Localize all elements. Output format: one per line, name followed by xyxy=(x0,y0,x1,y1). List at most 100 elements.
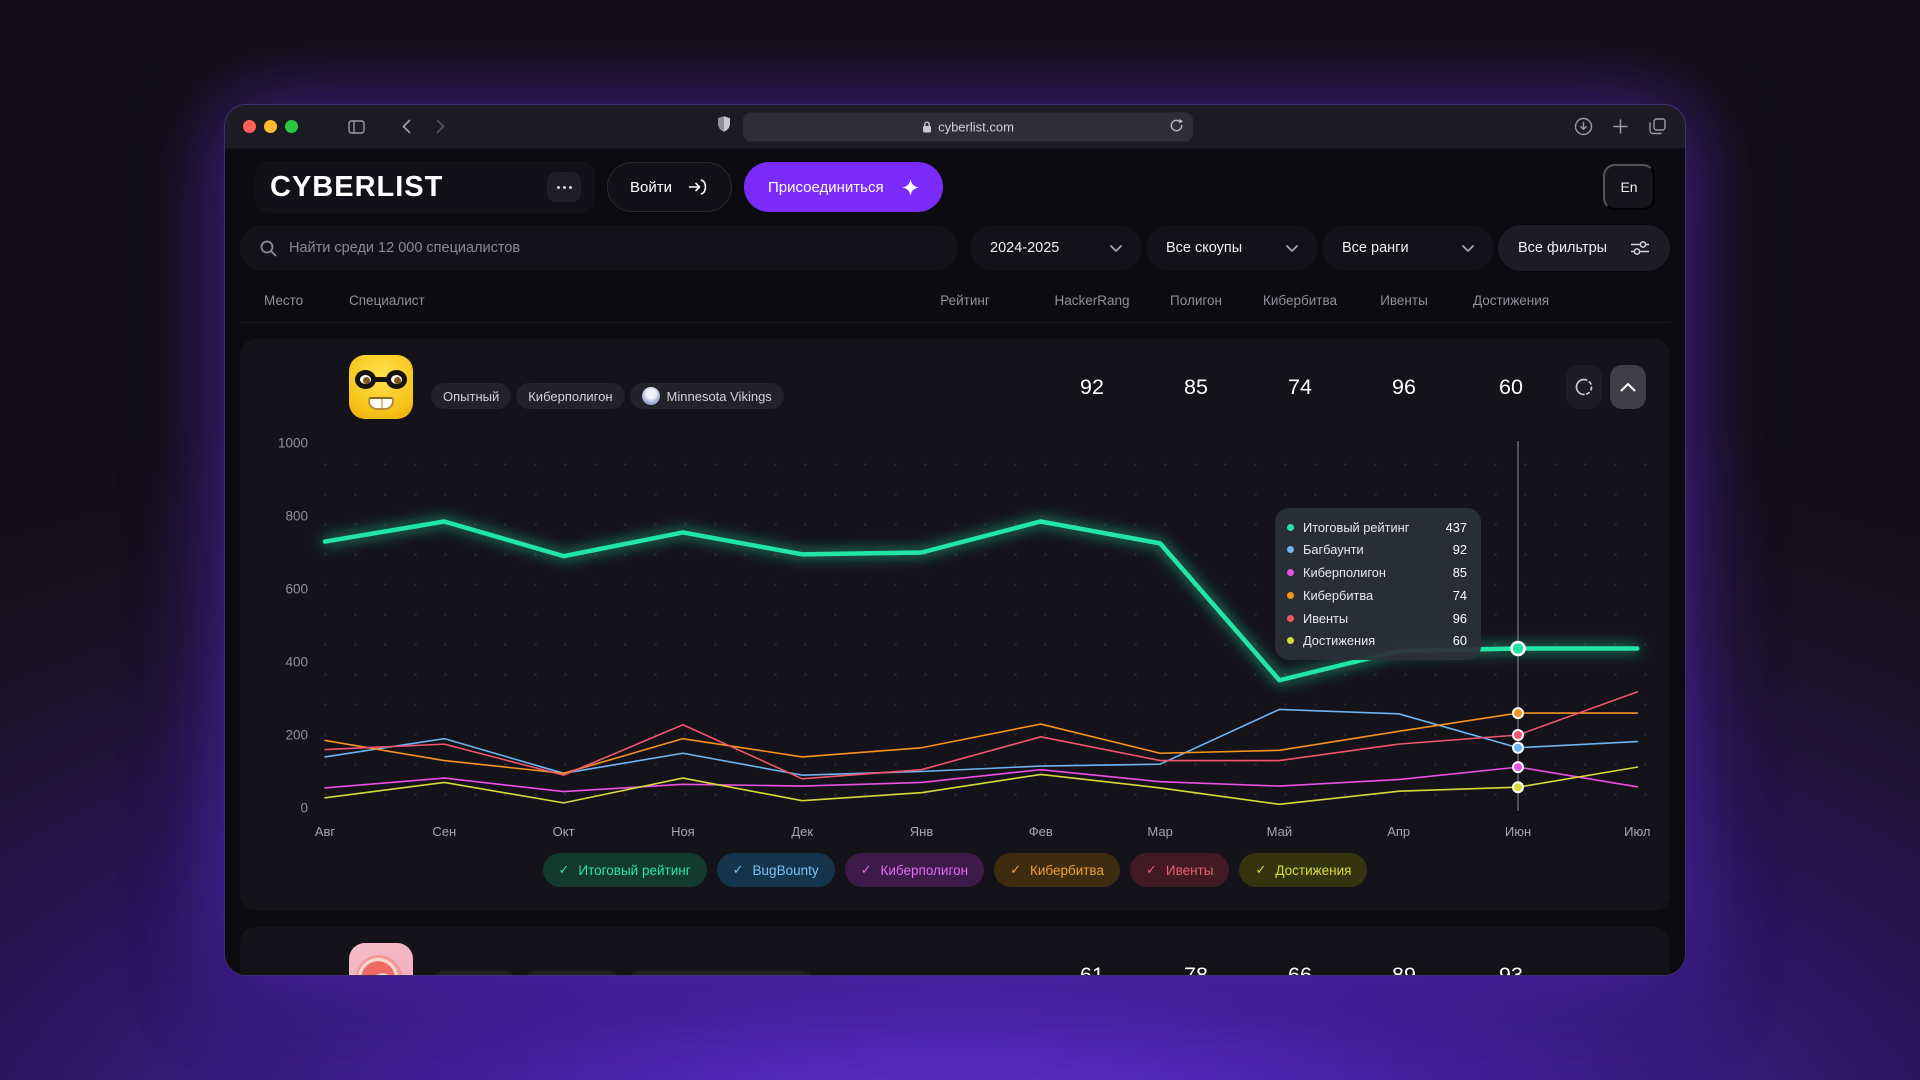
compare-button[interactable] xyxy=(1566,365,1602,409)
series-line-secondary xyxy=(324,766,1639,793)
x-axis-tick: Сен xyxy=(432,824,456,839)
legend-chip-label: Достижения xyxy=(1275,862,1352,878)
x-axis-tick: Фев xyxy=(1029,824,1053,839)
check-icon: ✓ xyxy=(1255,862,1267,877)
legend-chip-toggle[interactable]: ✓ Итоговый рейтинг xyxy=(542,853,707,887)
check-icon: ✓ xyxy=(860,862,872,877)
series-line-secondary xyxy=(324,766,1639,806)
privacy-shield-icon[interactable] xyxy=(717,116,731,138)
series-color-dot xyxy=(1287,523,1294,531)
hover-dot xyxy=(1512,707,1524,720)
hackerrang-score: 92 xyxy=(1080,374,1104,399)
downloads-icon[interactable] xyxy=(1573,117,1593,137)
rank-value: Все ранги xyxy=(1342,240,1409,256)
logo-panel: CYBERLIST xyxy=(255,161,595,213)
hover-dot xyxy=(1512,761,1524,774)
table-row[interactable]: Опытный Киберполигон Minnesota Vikings 9… xyxy=(264,339,1646,421)
tooltip-row: Кибербитва 74 xyxy=(1287,585,1467,605)
legend-chip-label: Ивенты xyxy=(1165,862,1214,878)
series-line-secondary xyxy=(324,691,1639,780)
tooltip-value: 96 xyxy=(1452,610,1467,626)
col-place: Место xyxy=(264,293,304,308)
legend-chip-label: Кибербитва xyxy=(1029,862,1104,878)
y-axis-tick: 800 xyxy=(285,509,308,524)
sparkle-icon xyxy=(901,178,919,196)
season-select[interactable]: 2024-2025 xyxy=(970,225,1142,271)
scope-select[interactable]: Все скоупы xyxy=(1146,225,1318,271)
tab-overview-icon[interactable] xyxy=(1647,117,1667,137)
more-menu-button[interactable] xyxy=(547,172,581,202)
all-filters-button[interactable]: Все фильтры xyxy=(1498,225,1670,271)
events-score: 96 xyxy=(1392,374,1416,399)
login-button[interactable]: Войти xyxy=(607,162,732,212)
tooltip-row: Киберполигон 85 xyxy=(1287,563,1467,583)
forward-icon[interactable] xyxy=(430,117,450,137)
join-button[interactable]: Присоединиться xyxy=(743,162,943,212)
url-text: cyberlist.com xyxy=(938,119,1014,134)
legend-chip-label: Киберполигон xyxy=(880,862,969,878)
kiberbitva-score: 66 xyxy=(1288,962,1312,976)
filter-bar: 2024-2025 Все скоупы Все ранги Все фильт… xyxy=(240,225,1670,271)
team-chip xyxy=(627,971,815,975)
avatar[interactable] xyxy=(349,943,413,975)
page-content: CYBERLIST Войти Присоединиться En 2024-2… xyxy=(225,149,1685,976)
tooltip-row: Ивенты 96 xyxy=(1287,608,1467,628)
rank-select[interactable]: Все ранги xyxy=(1322,225,1494,271)
all-filters-label: Все фильтры xyxy=(1518,240,1608,256)
tag-chip: Киберполигон xyxy=(516,383,625,409)
legend-chip-toggle[interactable]: ✓ Кибербитва xyxy=(994,853,1120,887)
back-icon[interactable] xyxy=(396,117,416,137)
close-window-button[interactable] xyxy=(243,120,256,133)
x-axis-tick: Авг xyxy=(315,824,336,839)
hover-dot xyxy=(1510,640,1526,657)
chevron-up-icon xyxy=(1620,383,1636,392)
tooltip-row: Багбаунти 92 xyxy=(1287,540,1467,560)
collapse-row-button[interactable] xyxy=(1610,365,1646,409)
legend-chip-toggle[interactable]: ✓ BugBounty xyxy=(716,853,835,887)
tag-chip xyxy=(522,971,622,975)
poligon-score: 78 xyxy=(1184,962,1208,976)
window-controls xyxy=(243,120,298,133)
check-icon: ✓ xyxy=(1010,862,1021,877)
legend-chip-toggle[interactable]: ✓ Достижения xyxy=(1239,853,1368,887)
legend-chip-toggle[interactable]: ✓ Ивенты xyxy=(1129,853,1230,887)
new-tab-icon[interactable] xyxy=(1610,117,1630,137)
specialist-card[interactable]: 61 78 66 89 93 xyxy=(240,927,1670,976)
site-logo: CYBERLIST xyxy=(270,170,444,203)
x-axis-tick: Апр xyxy=(1387,824,1410,839)
achievements-score: 93 xyxy=(1499,962,1523,976)
login-label: Войти xyxy=(630,178,672,196)
sliders-icon xyxy=(1631,241,1649,255)
minimize-window-button[interactable] xyxy=(264,120,277,133)
series-color-dot xyxy=(1287,569,1294,577)
season-value: 2024-2025 xyxy=(990,240,1060,256)
sidebar-icon[interactable] xyxy=(346,117,366,137)
chart-tooltip: Итоговый рейтинг 437 Багбаунти 92 Киберполиг… xyxy=(1275,508,1481,660)
avatar[interactable] xyxy=(349,355,413,419)
chart-legend: ✓ Итоговый рейтинг ✓ BugBounty ✓ Киберполигон… xyxy=(264,853,1646,887)
col-achievements: Достижения xyxy=(1472,293,1550,308)
search-box[interactable] xyxy=(240,225,958,271)
language-button[interactable]: En xyxy=(1603,164,1655,210)
tooltip-label: Ивенты xyxy=(1303,610,1349,626)
hover-dot xyxy=(1512,741,1524,754)
tooltip-value: 92 xyxy=(1452,542,1467,558)
x-axis-tick: Дек xyxy=(791,824,813,839)
team-chip[interactable]: Minnesota Vikings xyxy=(629,383,784,409)
tooltip-value: 85 xyxy=(1452,565,1467,581)
chevron-down-icon xyxy=(1462,244,1474,252)
tooltip-label: Киберполигон xyxy=(1303,565,1386,581)
legend-chip-toggle[interactable]: ✓ Киберполигон xyxy=(844,853,985,887)
legend-chip-label: BugBounty xyxy=(752,862,819,878)
address-bar[interactable]: cyberlist.com xyxy=(743,112,1193,141)
search-input[interactable] xyxy=(289,240,938,256)
scope-value: Все скоупы xyxy=(1166,240,1243,256)
expand-window-button[interactable] xyxy=(285,120,298,133)
tooltip-label: Кибербитва xyxy=(1303,587,1374,603)
y-axis-tick: 400 xyxy=(285,655,308,670)
specialist-cell: Опытный Киберполигон Minnesota Vikings xyxy=(349,355,890,419)
tag-chip xyxy=(431,971,517,975)
reload-icon[interactable] xyxy=(1169,117,1184,136)
x-axis-tick: Окт xyxy=(553,824,575,839)
y-axis-tick: 1000 xyxy=(278,436,308,451)
